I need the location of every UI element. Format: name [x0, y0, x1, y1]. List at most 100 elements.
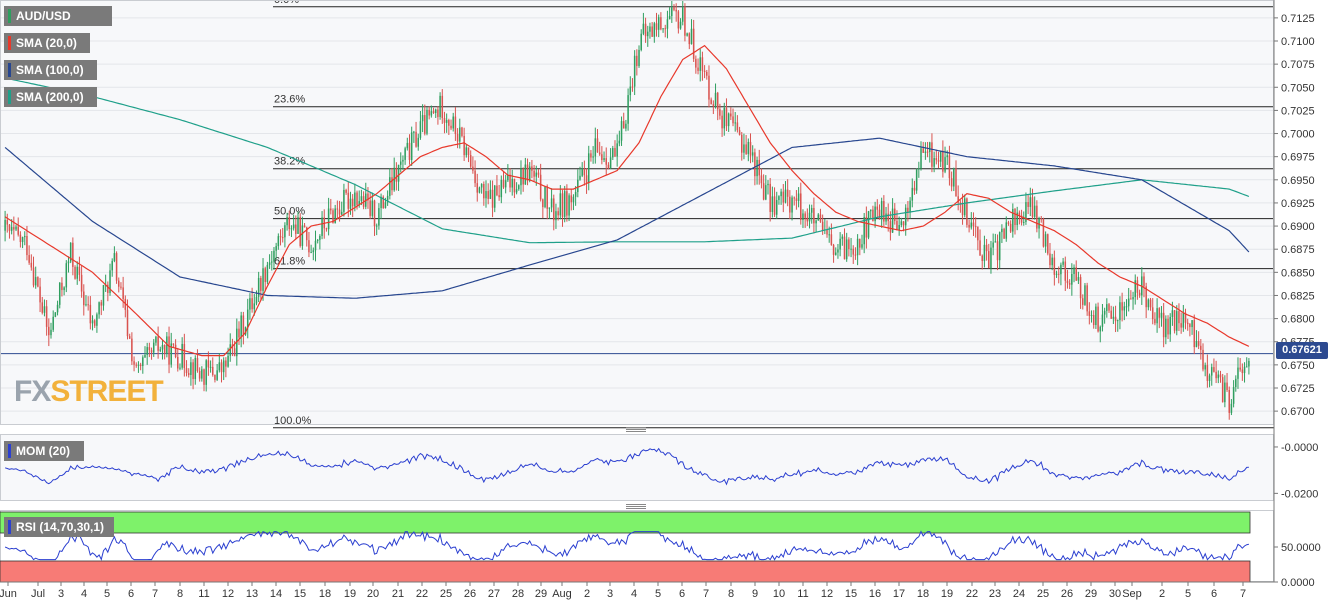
candle-body: [432, 111, 435, 113]
candle-body: [238, 328, 240, 338]
fib-level-label: 0.0%: [274, 0, 299, 6]
pane-splitter-handle-1[interactable]: [626, 427, 646, 433]
price-tick-label: 0.7100: [1281, 36, 1315, 48]
candle-body: [911, 187, 914, 201]
candle-body: [756, 159, 758, 177]
candle-body: [340, 211, 343, 215]
candle-body: [1189, 324, 1191, 328]
candle-body: [67, 261, 70, 264]
candle-body: [942, 150, 944, 172]
pane-splitter-handle-2[interactable]: [626, 504, 646, 510]
legend-instrument[interactable]: AUD/USD: [4, 6, 112, 26]
candle-body: [343, 189, 345, 212]
legend-sma100-label: SMA (100,0): [16, 63, 84, 77]
candle-body: [651, 26, 653, 37]
candle-body: [399, 161, 402, 165]
candle-body: [85, 304, 87, 306]
candle-body: [1160, 312, 1163, 318]
price-tick-label: 0.6750: [1281, 360, 1315, 372]
candle-body: [225, 360, 227, 367]
candle-body: [4, 219, 6, 231]
candle-body: [461, 127, 463, 136]
candle-body: [166, 336, 168, 354]
x-tick-label: 21: [392, 588, 404, 600]
candle-body: [522, 168, 524, 185]
candle-body: [413, 131, 415, 133]
legend-instrument-swatch: [8, 9, 11, 23]
candle-body: [686, 33, 688, 36]
candle-body: [509, 174, 511, 188]
x-tick-label: 3: [607, 588, 613, 600]
candle-body: [437, 109, 439, 117]
candle-body: [485, 191, 487, 199]
candle-body: [61, 282, 63, 291]
candle-body: [122, 287, 124, 299]
x-tick-label: 18: [319, 588, 331, 600]
candle-body: [1084, 285, 1086, 305]
candle-body: [647, 31, 649, 37]
candle-body: [465, 147, 468, 156]
candle-body: [354, 192, 356, 207]
candle-body: [1055, 273, 1058, 275]
candle-body: [810, 207, 813, 213]
candle-body: [179, 367, 181, 369]
candle-body: [1088, 311, 1091, 316]
legend-sma20[interactable]: SMA (20,0): [4, 33, 90, 53]
candle-body: [15, 226, 17, 230]
candle-body: [524, 164, 527, 185]
candle-body: [1162, 312, 1165, 338]
x-tick-label: 25: [1037, 588, 1049, 600]
candle-body: [358, 201, 360, 206]
candle-body: [782, 191, 785, 203]
candle-body: [1040, 218, 1043, 220]
candle-body: [979, 240, 981, 256]
legend-mom[interactable]: MOM (20): [4, 441, 84, 461]
candle-body: [1202, 349, 1204, 370]
candle-body: [214, 374, 216, 380]
candle-body: [800, 193, 802, 221]
fib-level-label: 38.2%: [274, 156, 305, 168]
candle-body: [1210, 367, 1213, 376]
x-tick-label: 5: [1185, 588, 1191, 600]
candle-body: [977, 226, 979, 241]
candle-body: [996, 241, 999, 261]
candle-body: [410, 132, 413, 160]
candle-body: [1057, 273, 1060, 275]
candle-body: [559, 193, 562, 216]
candle-body: [111, 260, 113, 271]
candle-body: [931, 142, 933, 167]
legend-rsi[interactable]: RSI (14,70,30,1): [4, 517, 114, 537]
candle-body: [402, 159, 404, 162]
candle-body: [242, 315, 245, 335]
candle-body: [797, 193, 800, 201]
candle-body: [531, 166, 533, 171]
candle-body: [653, 23, 656, 37]
candle-body: [909, 200, 911, 213]
legend-sma100[interactable]: SMA (100,0): [4, 60, 97, 80]
candle-body: [456, 134, 459, 142]
candle-body: [373, 200, 376, 227]
legend-sma200[interactable]: SMA (200,0): [4, 87, 97, 107]
candle-body: [41, 302, 44, 313]
candle-body: [144, 354, 146, 358]
candle-body: [264, 268, 266, 282]
candle-body: [511, 178, 514, 188]
candle-body: [69, 242, 72, 262]
candle-body: [546, 186, 548, 209]
candle-body: [1138, 292, 1141, 296]
x-tick-label: 19: [941, 588, 953, 600]
candle-body: [714, 92, 717, 106]
candle-body: [972, 222, 975, 227]
candle-body: [19, 234, 22, 243]
x-tick-label: 24: [1013, 588, 1025, 600]
candle-body: [666, 19, 669, 29]
x-tick-label: 10: [773, 588, 785, 600]
candle-body: [338, 209, 341, 215]
candle-body: [1009, 223, 1012, 232]
candle-body: [572, 196, 575, 203]
candle-body: [992, 242, 994, 248]
candle-body: [1208, 375, 1211, 381]
candle-body: [26, 236, 28, 256]
candle-body: [120, 286, 122, 288]
candle-body: [629, 86, 632, 96]
